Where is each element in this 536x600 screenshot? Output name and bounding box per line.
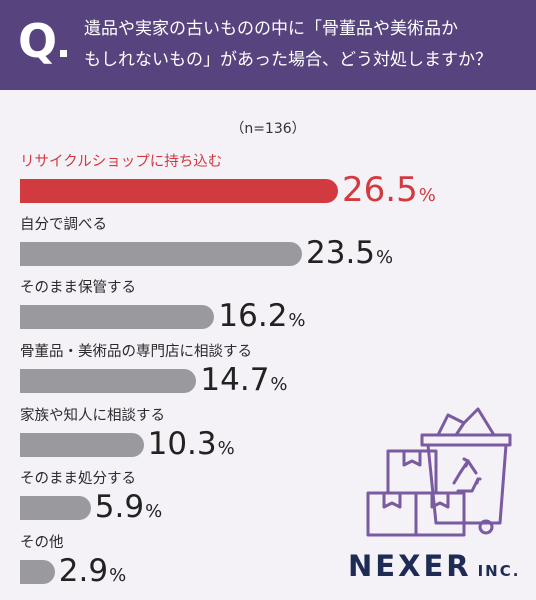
question-mark: Q bbox=[18, 14, 58, 68]
value-number: 26.5 bbox=[342, 170, 418, 210]
category-label: その他 bbox=[20, 535, 64, 551]
bar bbox=[20, 369, 197, 393]
value-label: 5.9% bbox=[95, 492, 162, 523]
category-label: リサイクルショップに持ち込む bbox=[20, 154, 223, 170]
question-text-line-2: もしれないもの」があった場合、どう対処しますか？ bbox=[84, 50, 492, 70]
question-header: Q 遺品や実家の古いものの中に「骨董品や美術品か もしれないもの」があった場合、… bbox=[0, 0, 536, 90]
recycle-bin-with-boxes-icon bbox=[366, 407, 512, 537]
value-number: 5.9 bbox=[94, 489, 145, 525]
category-label: 自分で調べる bbox=[20, 217, 107, 233]
bar bbox=[20, 242, 302, 266]
value-number: 16.2 bbox=[218, 298, 288, 334]
value-label: 14.7% bbox=[200, 365, 287, 396]
bar bbox=[20, 433, 144, 457]
value-number: 23.5 bbox=[306, 235, 376, 271]
logo-suffix: INC. bbox=[477, 562, 521, 580]
category-label: 骨董品・美術品の専門店に相談する bbox=[20, 344, 252, 360]
nexer-logo: NEXER INC. bbox=[348, 552, 520, 581]
value-label: 16.2% bbox=[218, 301, 305, 332]
category-label: そのまま処分する bbox=[20, 471, 136, 487]
question-mark-dot bbox=[60, 50, 67, 57]
value-unit: % bbox=[145, 501, 163, 522]
bar bbox=[20, 560, 55, 584]
value-number: 10.3 bbox=[147, 426, 217, 462]
sample-size-label: （n=136） bbox=[230, 121, 306, 137]
bar bbox=[20, 496, 91, 520]
value-unit: % bbox=[217, 438, 235, 459]
value-number: 14.7 bbox=[200, 362, 270, 398]
question-text-line-1: 遺品や実家の古いものの中に「骨董品や美術品か bbox=[84, 19, 458, 39]
value-unit: % bbox=[288, 310, 306, 331]
value-label: 26.5% bbox=[342, 173, 436, 207]
category-label: 家族や知人に相談する bbox=[20, 408, 165, 424]
value-unit: % bbox=[376, 247, 394, 268]
value-unit: % bbox=[109, 565, 127, 586]
bar bbox=[20, 305, 215, 329]
value-label: 10.3% bbox=[148, 429, 235, 460]
category-label: そのまま保管する bbox=[20, 280, 136, 296]
value-unit: % bbox=[270, 374, 288, 395]
value-unit: % bbox=[418, 185, 436, 206]
logo-name: NEXER bbox=[348, 549, 472, 583]
value-label: 23.5% bbox=[306, 238, 393, 269]
value-label: 2.9% bbox=[59, 556, 126, 587]
value-number: 2.9 bbox=[58, 553, 109, 589]
bar bbox=[20, 179, 338, 203]
